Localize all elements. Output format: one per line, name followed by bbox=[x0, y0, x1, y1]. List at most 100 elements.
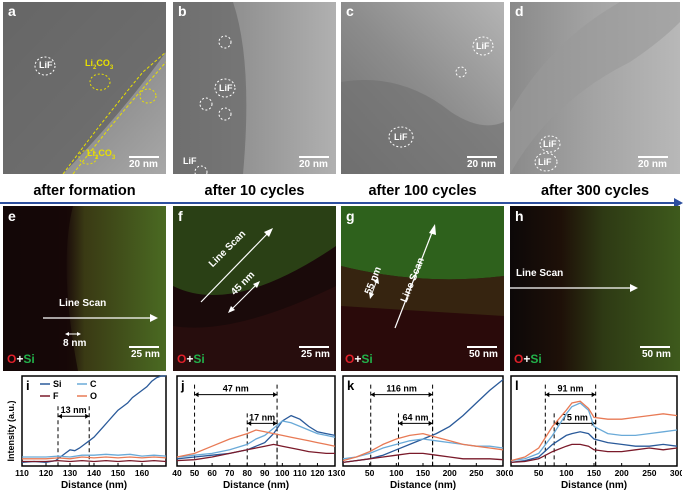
series-line-f bbox=[176, 443, 335, 462]
tem-image-d bbox=[510, 2, 680, 174]
tem-label-lif: LiF bbox=[183, 156, 197, 166]
tem-label-lif: LiF bbox=[538, 157, 552, 167]
scale-label-g: 50 nm bbox=[469, 349, 498, 360]
eds-panel-h: h Line Scan 50 nm O+Si bbox=[510, 206, 680, 371]
series-line-o bbox=[510, 400, 678, 462]
x-tick-label: 100 bbox=[389, 468, 403, 478]
x-axis-label: Distance (nm) bbox=[561, 480, 627, 491]
bracket-arrow-left bbox=[370, 392, 375, 398]
eds-legend-plus: + bbox=[16, 352, 24, 366]
series-line-si bbox=[510, 431, 678, 464]
plot-l: 91 nm 75 nm 0 50 100 150 200 250 300 Distance (nm… bbox=[506, 372, 682, 496]
plot-i: 13 nm 110 120 130 140 150 160 Distance (nm) Inte… bbox=[0, 372, 170, 496]
x-tick-label: 130 bbox=[328, 468, 340, 478]
tem-panel-a: a LiF Li2CO3 Li2CO3 20 nm bbox=[3, 2, 166, 174]
eds-legend-o: O bbox=[345, 352, 355, 366]
panel-letter-f: f bbox=[178, 208, 183, 224]
eds-legend-si: Si bbox=[530, 352, 542, 366]
panel-letter-h: h bbox=[515, 208, 524, 224]
plot-j: 47 nm 17 nm 40 50 60 70 80 90 100 110 120 130 Distan… bbox=[172, 372, 340, 496]
eds-legend-o: O bbox=[177, 352, 187, 366]
bracket-label: 64 nm bbox=[403, 412, 429, 422]
scale-bar-b bbox=[299, 156, 329, 158]
x-tick-label: 250 bbox=[642, 468, 656, 478]
eds-panel-f: f Line Scan 45 nm 25 nm O+Si bbox=[173, 206, 336, 371]
legend-label-si: Si bbox=[53, 379, 62, 389]
plot-frame bbox=[21, 375, 167, 467]
scale-bar-c bbox=[467, 156, 497, 158]
tem-label-lif: LiF bbox=[39, 60, 53, 70]
scale-bar-g bbox=[467, 346, 497, 348]
caption-after-formation: after formation bbox=[33, 183, 136, 199]
x-tick-label: 100 bbox=[275, 468, 289, 478]
bracket-label: 75 nm bbox=[562, 412, 588, 422]
x-tick-label: 200 bbox=[443, 468, 457, 478]
panel-letter-b: b bbox=[178, 3, 187, 19]
legend-label-f: F bbox=[53, 391, 59, 401]
chart-i: 13 nm 110 120 130 140 150 160 Distance (nm) Inte… bbox=[6, 375, 167, 491]
legend-label-c: C bbox=[90, 379, 97, 389]
eds-image-e bbox=[3, 206, 166, 371]
series-line-f bbox=[342, 452, 504, 464]
x-tick-label: 200 bbox=[615, 468, 629, 478]
x-tick-label: 300 bbox=[496, 468, 508, 478]
chart-k: 116 nm 64 nm 0 50 100 150 200 250 300 Distance (n… bbox=[341, 375, 508, 491]
panel-letter-k: k bbox=[347, 378, 355, 393]
x-tick-label: 50 bbox=[365, 468, 375, 478]
x-tick-label: 140 bbox=[87, 468, 101, 478]
tem-panel-d: d LiF LiF 20 nm bbox=[510, 2, 680, 174]
caption-after-100-cycles: after 100 cycles bbox=[368, 183, 477, 199]
eds-panel-g: g Line Scan 55 nm 50 nm O+Si bbox=[341, 206, 504, 371]
series-line-c bbox=[176, 420, 336, 458]
line-scan-label-h: Line Scan bbox=[516, 268, 564, 279]
bracket-arrow-right bbox=[428, 420, 433, 426]
bracket-label: 91 nm bbox=[557, 384, 583, 394]
scale-label-b: 20 nm bbox=[299, 159, 328, 170]
x-tick-label: 110 bbox=[15, 468, 29, 478]
panel-letter-e: e bbox=[8, 208, 16, 224]
tem-label-lif: LiF bbox=[219, 83, 233, 93]
tem-label-li2co3-top: Li2CO3 bbox=[85, 58, 114, 71]
eds-panel-e: e Line Scan 8 nm 25 nm O+Si bbox=[3, 206, 166, 371]
bracket-arrow-right bbox=[85, 413, 90, 419]
series-line-o bbox=[176, 429, 336, 458]
eds-legend-g: O+Si bbox=[345, 352, 373, 366]
panel-letter-j: j bbox=[180, 378, 185, 393]
tem-image-b bbox=[173, 2, 336, 174]
bracket-label: 47 nm bbox=[223, 384, 249, 394]
eds-legend-o: O bbox=[7, 352, 17, 366]
series-line-o bbox=[342, 432, 504, 462]
bracket-arrow-left bbox=[194, 392, 199, 398]
bracket-arrow-right bbox=[273, 392, 278, 398]
x-tick-label: 110 bbox=[293, 468, 307, 478]
x-tick-label: 120 bbox=[39, 468, 53, 478]
x-tick-label: 70 bbox=[225, 468, 235, 478]
scale-bar-e bbox=[129, 346, 159, 348]
bracket-arrow-left bbox=[554, 420, 559, 426]
plot-k: 116 nm 64 nm 0 50 100 150 200 250 300 Distance (n… bbox=[338, 372, 508, 496]
timeline-arrow bbox=[0, 198, 683, 208]
x-tick-label: 90 bbox=[260, 468, 270, 478]
series-line-o bbox=[22, 456, 167, 460]
eds-image-h bbox=[510, 206, 680, 371]
chart-l: 91 nm 75 nm 0 50 100 150 200 250 300 Distance (nm… bbox=[509, 375, 682, 491]
tem-panel-b: b LiF LiF 20 nm bbox=[173, 2, 336, 174]
x-tick-label: 0 bbox=[509, 468, 514, 478]
x-axis-label: Distance (nm) bbox=[223, 480, 289, 491]
bracket-arrow-right bbox=[591, 392, 596, 398]
eds-legend-plus: + bbox=[523, 352, 531, 366]
bracket-arrow-left bbox=[58, 413, 62, 419]
x-tick-label: 250 bbox=[469, 468, 483, 478]
scale-bar-d bbox=[638, 156, 668, 158]
x-tick-label: 50 bbox=[534, 468, 544, 478]
x-tick-label: 40 bbox=[172, 468, 182, 478]
series-line-f bbox=[510, 443, 678, 464]
bracket-label: 13 nm bbox=[61, 405, 87, 415]
series-line-c bbox=[510, 402, 678, 462]
series-line-c bbox=[22, 453, 167, 458]
bracket-label: 17 nm bbox=[249, 412, 275, 422]
bracket-arrow-right bbox=[273, 420, 278, 426]
tem-image-c bbox=[341, 2, 504, 174]
bracket-arrow-left bbox=[398, 420, 403, 426]
panel-letter-a: a bbox=[8, 3, 16, 19]
